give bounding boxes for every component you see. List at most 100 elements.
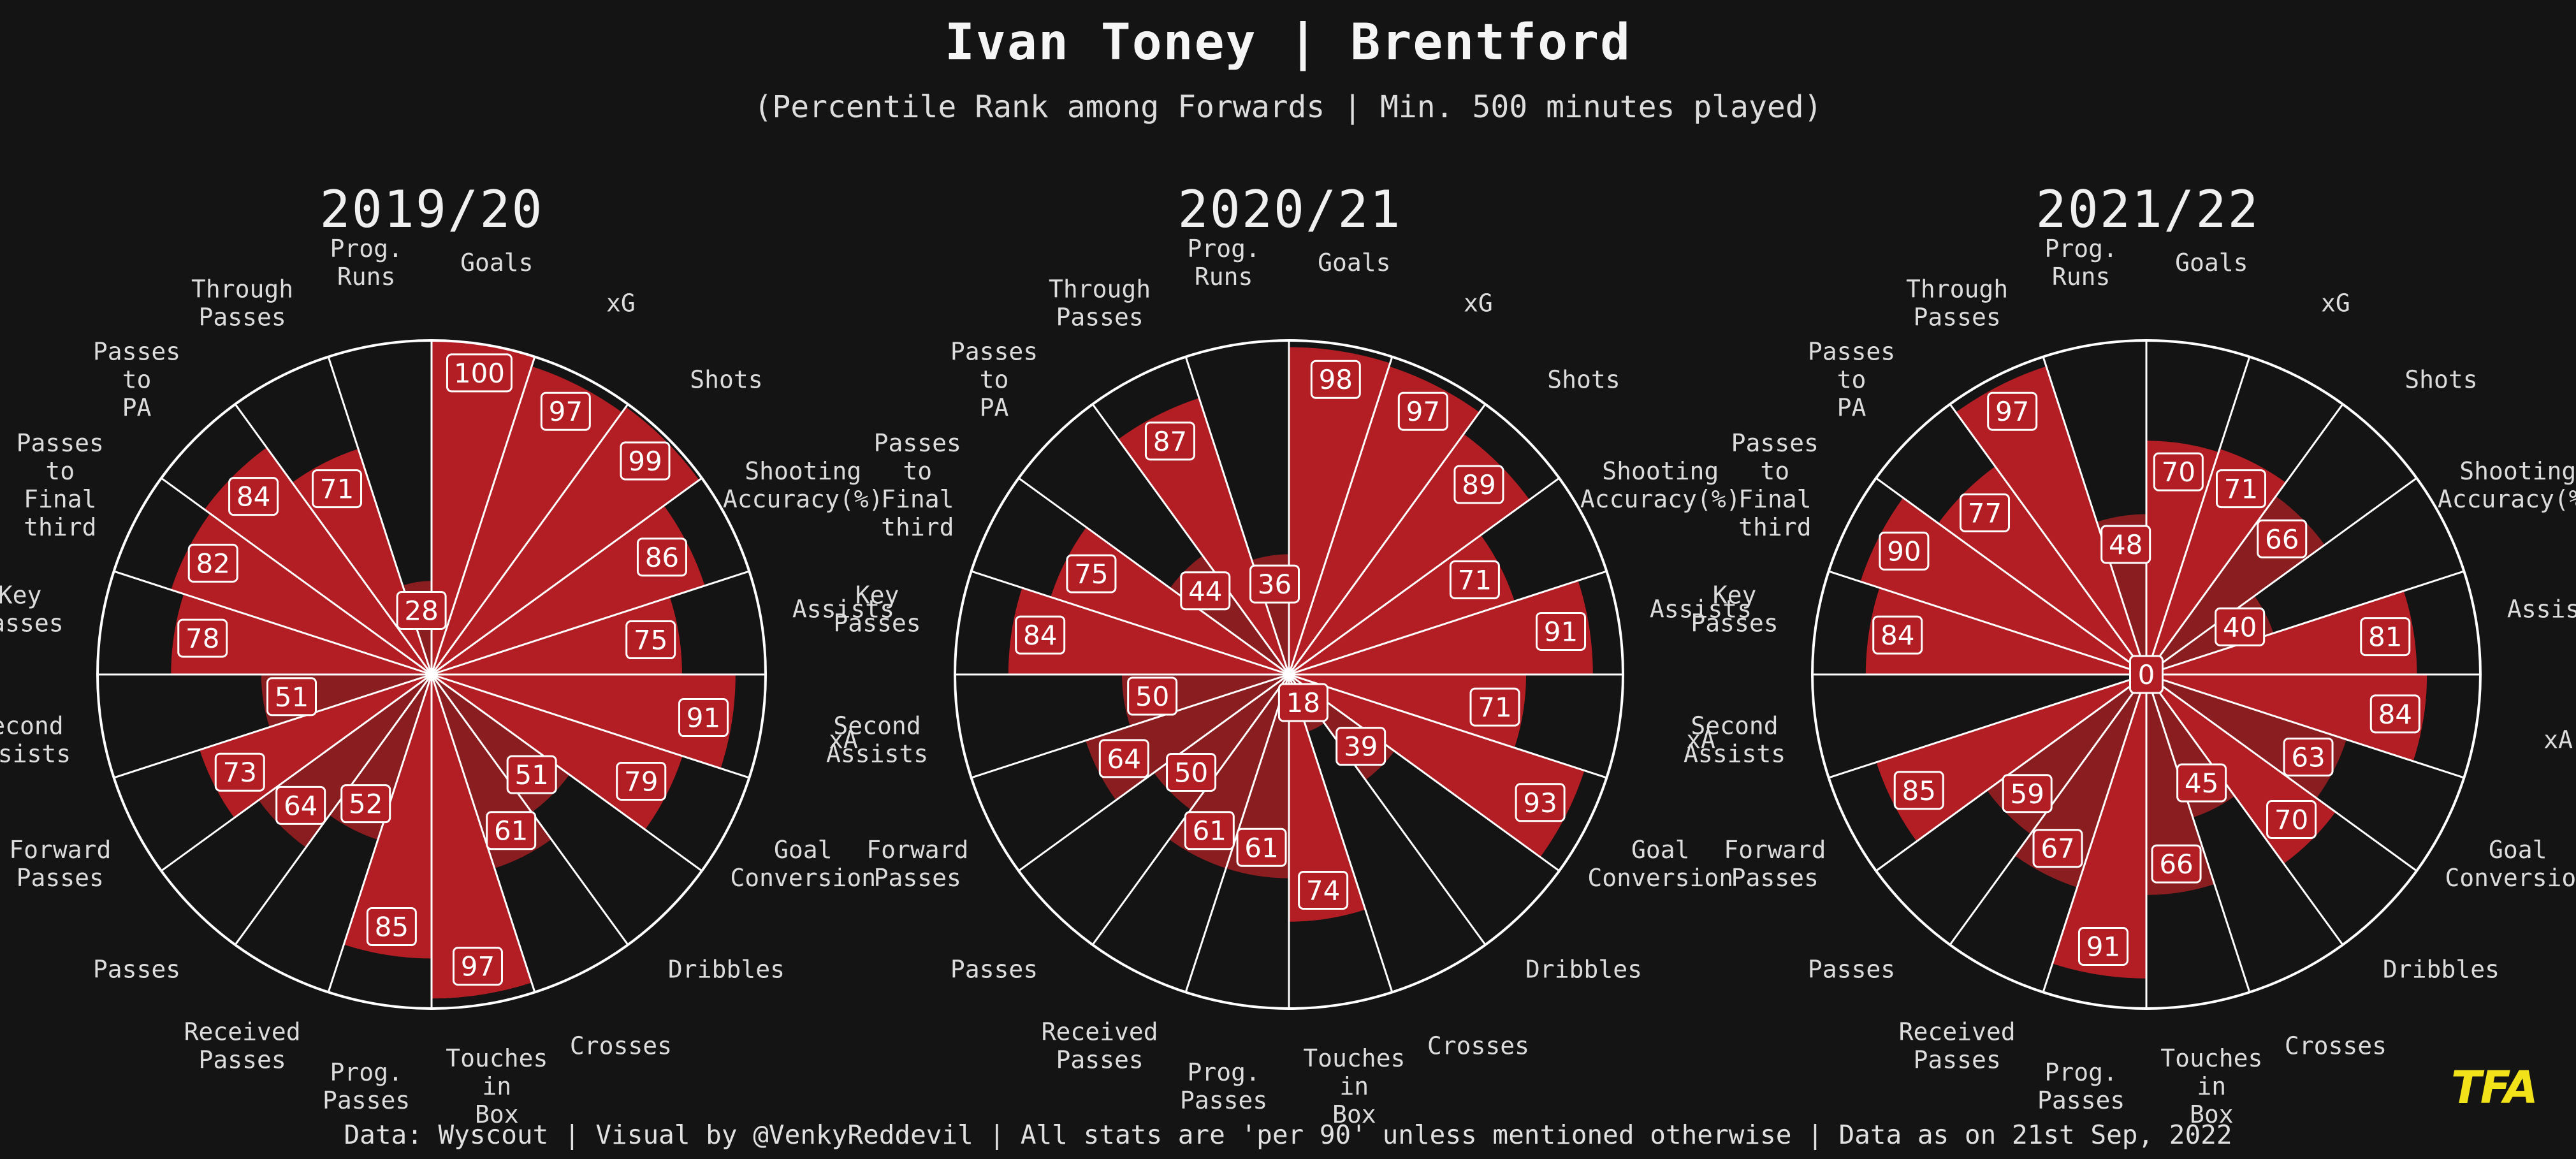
value-box-17 [1180,571,1231,611]
spoke-3 [1288,477,1560,676]
value-box-6 [1515,783,1566,822]
chart-subtitle: (Percentile Rank among Forwards | Min. 5… [753,89,1823,125]
value-box-3 [1449,560,1500,600]
value-label-11: 61 [1193,815,1226,847]
value-box-15 [1015,615,1066,655]
value-label-19: 36 [1258,569,1292,600]
value-label-17: 44 [1188,576,1222,607]
value-box-2 [620,441,671,481]
spoke-7 [1288,673,1560,872]
spoke-14 [113,673,432,779]
spoke-11 [327,674,433,993]
value-label-9: 66 [2159,849,2193,880]
spoke-9 [1288,674,1394,993]
center-dot [426,669,437,680]
category-label-12: Passes [93,955,180,983]
value-box-15 [177,618,228,658]
value-label-17: 77 [1968,498,2002,529]
value-label-19: 28 [404,595,438,627]
brand-logo: TFA [2451,1061,2538,1114]
slice-15 [1865,587,2146,674]
value-label-18: 71 [320,474,354,505]
value-box-6 [616,762,667,801]
category-label-4: Assists [2507,595,2576,623]
category-label-13: Forward Passes [1724,836,1826,892]
value-box-1 [2215,469,2266,509]
value-label-0: 100 [454,358,505,389]
category-label-5: xA [2543,725,2573,754]
category-label-8: Crosses [1427,1032,1529,1060]
spoke-13 [1875,673,2147,872]
value-box-19 [1249,564,1300,604]
spoke-16 [113,570,432,676]
slice-9 [432,674,532,999]
value-box-8 [486,811,537,850]
season-title-2020-21: 2020/21 [1177,180,1402,239]
slice-18 [1118,398,1289,674]
spoke-9 [430,674,536,993]
value-label-16: 82 [196,548,230,579]
spoke-18 [1949,404,2148,675]
value-box-1 [1397,391,1448,431]
value-label-15: 84 [1023,620,1057,651]
slice-1 [1289,366,1480,674]
value-box-12 [1166,752,1217,792]
spoke-4 [2146,570,2464,676]
value-box-1 [540,391,591,431]
spoke-6 [1288,673,1607,779]
value-label-11: 52 [349,789,382,820]
category-label-16: Passes to Final third [874,429,961,541]
value-label-4: 91 [1544,616,1578,647]
value-label-14: 0 [2138,659,2155,690]
category-label-1: xG [1464,289,1493,317]
value-label-12: 64 [284,790,317,821]
value-label-16: 75 [1074,558,1108,590]
category-label-18: Through Passes [191,275,293,331]
value-label-5: 91 [687,703,720,734]
value-label-2: 89 [1462,469,1495,500]
spoke-3 [431,477,702,676]
value-box-6 [2283,737,2334,776]
value-label-1: 97 [1406,396,1440,427]
value-box-13 [1893,771,1944,810]
value-box-7 [2266,800,2317,840]
category-label-11: Received Passes [1042,1018,1158,1074]
category-label-5: xA [829,725,858,754]
value-box-16 [1879,531,1930,571]
value-label-3: 40 [2223,611,2257,643]
value-label-15: 84 [1881,620,1914,651]
spoke-11 [2042,674,2148,993]
outer-ring [96,339,767,1010]
value-label-0: 98 [1319,364,1353,395]
category-label-16: Passes to Final third [17,429,104,541]
category-label-10: Prog. Passes [1180,1058,1267,1114]
value-box-0 [446,353,513,393]
spoke-8 [430,674,629,945]
spoke-16 [971,570,1290,676]
value-label-4: 75 [634,625,667,656]
outer-ring [1811,339,2482,1010]
value-box-4 [2360,617,2411,657]
category-label-7: Dribbles [2383,955,2500,983]
category-label-10: Prog. Passes [2037,1058,2125,1114]
value-label-13: 73 [223,757,257,788]
category-label-8: Crosses [570,1032,672,1060]
value-label-12: 50 [1174,757,1208,788]
value-box-7 [506,755,557,794]
value-box-8 [1277,683,1328,722]
value-box-0 [2153,452,2204,492]
value-label-14: 51 [275,682,309,713]
category-label-7: Dribbles [1525,955,1642,983]
value-box-11 [2032,829,2083,868]
value-label-8: 61 [494,815,528,847]
spoke-4 [431,570,750,676]
spoke-6 [2146,673,2464,779]
category-label-5: xA [1686,725,1715,754]
category-label-2: Shots [690,366,762,394]
value-box-9 [452,947,503,986]
slice-15 [1008,587,1289,674]
